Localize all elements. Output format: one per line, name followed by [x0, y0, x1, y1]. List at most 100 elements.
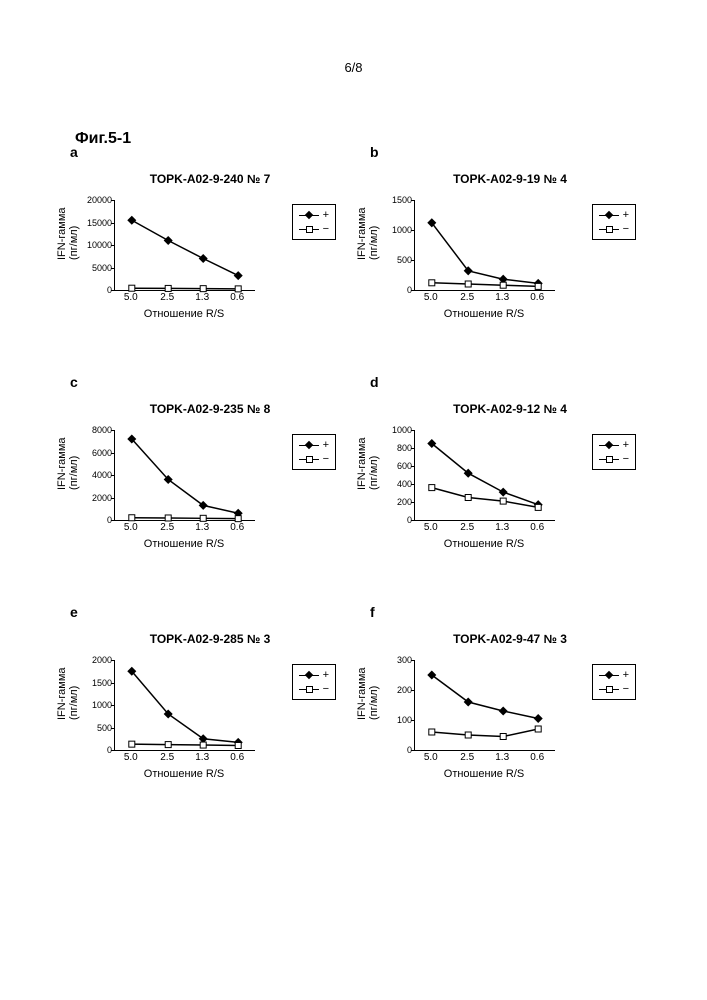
x-tick: 5.0 [424, 522, 438, 533]
plot-area [114, 200, 255, 291]
y-axis-label: IFN-гамма(пг/мл) [56, 207, 80, 260]
y-axis-label: IFN-гамма(пг/мл) [56, 437, 80, 490]
y-tick: 1000 [392, 225, 412, 235]
y-tick: 1000 [92, 700, 112, 710]
panel-letter: f [370, 604, 375, 620]
legend-marker-minus-icon [299, 229, 319, 230]
x-tick: 5.0 [124, 292, 138, 303]
y-tick: 5000 [92, 263, 112, 273]
legend-item-plus: + [599, 668, 629, 682]
x-tick: 1.3 [195, 292, 209, 303]
legend-minus-label: − [623, 682, 629, 696]
figure-label: Фиг.5-1 [75, 130, 131, 148]
y-tick: 500 [97, 723, 112, 733]
x-axis-label: Отношение R/S [114, 538, 254, 550]
y-tick: 2000 [92, 493, 112, 503]
series-svg [115, 660, 255, 750]
legend-marker-minus-icon [299, 459, 319, 460]
legend-plus-label: + [623, 208, 629, 222]
x-tick: 1.3 [195, 522, 209, 533]
panel-letter: d [370, 374, 379, 390]
x-axis-label: Отношение R/S [114, 768, 254, 780]
legend-marker-plus-icon [299, 675, 319, 676]
legend-marker-minus-icon [299, 689, 319, 690]
y-axis-label: IFN-гамма(пг/мл) [56, 667, 80, 720]
legend-item-minus: − [599, 682, 629, 696]
legend-item-minus: − [299, 222, 329, 236]
y-tick: 6000 [92, 448, 112, 458]
x-tick: 2.5 [160, 292, 174, 303]
legend: + − [292, 434, 336, 470]
legend-item-plus: + [599, 208, 629, 222]
legend-marker-plus-icon [299, 445, 319, 446]
y-ticks: 02000400060008000 [78, 426, 112, 524]
y-tick: 8000 [92, 425, 112, 435]
x-tick: 1.3 [495, 522, 509, 533]
y-ticks: 050010001500 [378, 196, 412, 294]
y-tick: 200 [397, 497, 412, 507]
legend-plus-label: + [623, 438, 629, 452]
chart: IFN-гамма(пг/мл) 02000400060008000 5.02.… [60, 420, 340, 560]
legend-minus-label: − [623, 222, 629, 236]
legend-minus-label: − [623, 452, 629, 466]
y-ticks: 02004006008001000 [378, 426, 412, 524]
legend-marker-minus-icon [599, 229, 619, 230]
y-tick: 10000 [87, 240, 112, 250]
plot-area [414, 200, 555, 291]
chart: IFN-гамма(пг/мл) 05000100001500020000 5.… [60, 190, 340, 330]
legend-minus-label: − [323, 682, 329, 696]
x-axis-label: Отношение R/S [414, 538, 554, 550]
x-tick: 2.5 [160, 522, 174, 533]
y-tick: 15000 [87, 218, 112, 228]
y-tick: 1000 [392, 425, 412, 435]
x-tick: 0.6 [230, 292, 244, 303]
x-tick: 1.3 [495, 752, 509, 763]
x-axis-label: Отношение R/S [414, 308, 554, 320]
x-tick: 2.5 [160, 752, 174, 763]
legend-marker-plus-icon [599, 215, 619, 216]
y-ticks: 0100200300 [378, 656, 412, 754]
legend-item-plus: + [299, 438, 329, 452]
legend-plus-label: + [323, 208, 329, 222]
y-tick: 4000 [92, 470, 112, 480]
chart: IFN-гамма(пг/мл) 0500100015002000 5.02.5… [60, 650, 340, 790]
y-tick: 800 [397, 443, 412, 453]
legend: + − [592, 434, 636, 470]
y-tick: 200 [397, 685, 412, 695]
y-tick: 100 [397, 715, 412, 725]
legend-minus-label: − [323, 222, 329, 236]
y-axis-label: IFN-гамма(пг/мл) [356, 667, 380, 720]
x-axis-label: Отношение R/S [414, 768, 554, 780]
legend-marker-plus-icon [599, 445, 619, 446]
legend-minus-label: − [323, 452, 329, 466]
y-ticks: 05000100001500020000 [78, 196, 112, 294]
chart-title: TOPK-A02-9-285 № 3 [60, 632, 360, 646]
x-tick: 2.5 [460, 522, 474, 533]
x-tick: 0.6 [530, 292, 544, 303]
x-axis-label: Отношение R/S [114, 308, 254, 320]
chart-title: TOPK-A02-9-12 № 4 [360, 402, 660, 416]
legend-marker-plus-icon [599, 675, 619, 676]
y-tick: 500 [397, 255, 412, 265]
legend: + − [592, 204, 636, 240]
x-tick: 5.0 [424, 752, 438, 763]
series-svg [115, 430, 255, 520]
panel-letter: a [70, 144, 78, 160]
legend-item-plus: + [299, 208, 329, 222]
legend-plus-label: + [623, 668, 629, 682]
y-ticks: 0500100015002000 [78, 656, 112, 754]
legend-marker-plus-icon [299, 215, 319, 216]
panel-letter: e [70, 604, 78, 620]
plot-area [114, 430, 255, 521]
legend-marker-minus-icon [599, 689, 619, 690]
legend-item-minus: − [599, 222, 629, 236]
legend-item-minus: − [299, 452, 329, 466]
chart: IFN-гамма(пг/мл) 050010001500 5.02.51.30… [360, 190, 640, 330]
legend-item-minus: − [599, 452, 629, 466]
y-tick: 1500 [92, 678, 112, 688]
chart-title: TOPK-A02-9-235 № 8 [60, 402, 360, 416]
y-tick: 300 [397, 655, 412, 665]
x-tick: 1.3 [195, 752, 209, 763]
y-axis-label: IFN-гамма(пг/мл) [356, 207, 380, 260]
x-tick: 2.5 [460, 752, 474, 763]
